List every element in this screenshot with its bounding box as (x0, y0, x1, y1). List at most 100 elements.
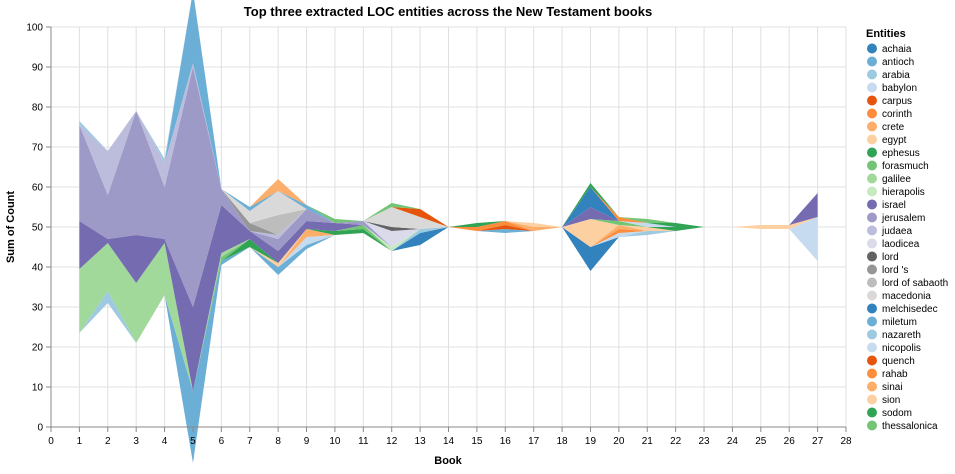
legend-label: achaia (882, 44, 912, 55)
legend-swatch (867, 134, 877, 145)
legend-label: nazareth (882, 330, 921, 341)
x-tick-label: 11 (358, 436, 369, 447)
legend-label: jerusalem (881, 213, 925, 224)
x-tick-label: 12 (386, 436, 398, 447)
x-tick-label: 8 (275, 436, 281, 447)
legend-label: sodom (882, 408, 912, 419)
legend-swatch (867, 238, 877, 249)
x-tick-label: 4 (162, 436, 168, 447)
legend-swatch (867, 108, 877, 119)
y-axis-title: Sum of Count (5, 191, 17, 263)
legend-swatch (867, 212, 877, 223)
legend-swatch (867, 264, 877, 275)
legend-label: sion (882, 395, 900, 406)
legend-swatch (867, 82, 877, 93)
legend-label: sinai (882, 382, 903, 393)
legend-label: arabia (882, 70, 910, 81)
x-tick-label: 22 (670, 436, 682, 447)
area-series (79, 193, 818, 391)
legend-swatch (867, 290, 877, 301)
legend-title: Entities (866, 28, 906, 40)
legend-swatch (867, 160, 877, 171)
legend: Entities achaia antioch arabia babylon carpu… (866, 28, 948, 432)
x-tick-label: 16 (500, 436, 512, 447)
legend-label: macedonia (882, 291, 931, 302)
y-tick-label: 50 (32, 223, 44, 234)
legend-label: lord (882, 252, 899, 263)
legend-swatch (867, 277, 877, 288)
x-tick-label: 21 (642, 436, 654, 447)
x-tick-label: 2 (105, 436, 111, 447)
y-tick-label: 20 (32, 343, 44, 354)
x-tick-label: 17 (528, 436, 540, 447)
y-tick-label: 100 (26, 23, 43, 34)
legend-label: nicopolis (882, 343, 921, 354)
legend-label: melchisedec (882, 304, 938, 315)
legend-swatch (867, 95, 877, 106)
legend-swatch (867, 121, 877, 132)
x-tick-label: 10 (329, 436, 341, 447)
axes: 0 1 2 3 4 5 6 7 8 9 10 11 12 13 14 15 16 17 18 19 20 21 22 23 24… (26, 23, 852, 448)
y-tick-label: 70 (32, 143, 44, 154)
legend-label: ephesus (882, 148, 920, 159)
x-tick-label: 6 (219, 436, 225, 447)
legend-label: hierapolis (882, 187, 925, 198)
legend-label: egypt (882, 135, 907, 146)
legend-swatch (867, 199, 877, 210)
legend-swatch (867, 147, 877, 158)
y-tick-label: 30 (32, 303, 44, 314)
legend-swatch (867, 329, 877, 340)
y-tick-label: 40 (32, 263, 44, 274)
x-tick-label: 7 (247, 436, 253, 447)
x-tick-label: 19 (585, 436, 597, 447)
legend-label: carpus (882, 96, 912, 107)
x-tick-label: 18 (557, 436, 569, 447)
legend-swatch (867, 43, 877, 54)
legend-swatch (867, 394, 877, 405)
x-tick-label: 20 (613, 436, 625, 447)
legend-label: rahab (882, 369, 908, 380)
legend-swatch (867, 186, 877, 197)
legend-label: forasmuch (882, 161, 929, 172)
chart-title: Top three extracted LOC entities across … (244, 4, 652, 19)
x-tick-label: 9 (304, 436, 310, 447)
legend-swatch (867, 69, 877, 80)
x-tick-label: 14 (443, 436, 455, 447)
legend-swatch (867, 56, 877, 67)
y-tick-label: 10 (32, 383, 44, 394)
legend-label: israel (882, 200, 906, 211)
legend-label: judaea (881, 226, 912, 237)
x-tick-label: 13 (415, 436, 427, 447)
x-tick-label: 5 (190, 436, 196, 447)
legend-label: crete (882, 122, 905, 133)
legend-label: lord of sabaoth (882, 278, 948, 289)
legend-label: thessalonica (882, 421, 938, 432)
legend-swatch (867, 303, 877, 314)
legend-label: antioch (882, 57, 914, 68)
legend-swatch (867, 251, 877, 262)
x-tick-label: 24 (727, 436, 739, 447)
legend-label: babylon (882, 83, 917, 94)
area-layer (79, 0, 818, 463)
x-tick-label: 0 (48, 436, 54, 447)
x-tick-label: 27 (812, 436, 824, 447)
legend-label: laodicea (882, 239, 920, 250)
y-tick-label: 0 (37, 423, 43, 434)
legend-swatch (867, 368, 877, 379)
legend-swatch (867, 420, 877, 431)
legend-label: corinth (882, 109, 912, 120)
legend-label: miletum (882, 317, 917, 328)
legend-swatch (867, 355, 877, 366)
legend-label: lord 's (882, 265, 908, 276)
legend-swatch (867, 225, 877, 236)
legend-swatch (867, 316, 877, 327)
x-tick-label: 1 (77, 436, 83, 447)
y-tick-label: 90 (32, 63, 44, 74)
x-tick-label: 3 (133, 436, 139, 447)
legend-label: galilee (882, 174, 911, 185)
x-tick-label: 28 (840, 436, 852, 447)
y-tick-label: 80 (32, 103, 44, 114)
legend-swatch (867, 407, 877, 418)
x-axis-title: Book (434, 455, 462, 467)
